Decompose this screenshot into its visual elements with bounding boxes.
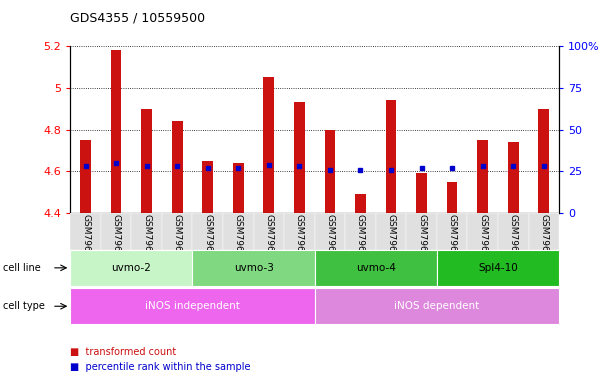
Bar <box>508 142 519 213</box>
Bar <box>294 103 305 213</box>
Text: GSM796420: GSM796420 <box>417 214 426 269</box>
Text: GDS4355 / 10559500: GDS4355 / 10559500 <box>70 12 205 25</box>
Text: GSM796423: GSM796423 <box>509 214 518 269</box>
Text: cell line: cell line <box>3 263 41 273</box>
Bar <box>141 109 152 213</box>
Bar <box>345 213 376 250</box>
Bar <box>111 50 122 213</box>
Bar <box>315 213 345 250</box>
Bar <box>315 288 559 324</box>
Bar <box>223 213 254 250</box>
Bar <box>70 250 192 286</box>
Text: ■  transformed count: ■ transformed count <box>70 347 177 357</box>
Bar <box>192 213 223 250</box>
Text: ■  percentile rank within the sample: ■ percentile rank within the sample <box>70 362 251 372</box>
Bar <box>284 213 315 250</box>
Text: GSM796419: GSM796419 <box>387 214 395 269</box>
Bar <box>263 78 274 213</box>
Text: cell type: cell type <box>3 301 45 311</box>
Text: GSM796431: GSM796431 <box>265 214 273 269</box>
Bar <box>131 213 162 250</box>
Bar <box>447 182 458 213</box>
Text: Spl4-10: Spl4-10 <box>478 263 518 273</box>
Bar <box>80 140 91 213</box>
Text: GSM796417: GSM796417 <box>326 214 334 269</box>
Bar <box>70 213 101 250</box>
Bar <box>233 163 244 213</box>
Text: uvmo-4: uvmo-4 <box>356 263 396 273</box>
Text: GSM796430: GSM796430 <box>234 214 243 269</box>
Text: iNOS dependent: iNOS dependent <box>394 301 480 311</box>
Text: GSM796425: GSM796425 <box>81 214 90 269</box>
Bar <box>477 140 488 213</box>
Bar <box>324 130 335 213</box>
Text: GSM796421: GSM796421 <box>448 214 456 269</box>
Text: GSM796424: GSM796424 <box>540 214 548 269</box>
Text: uvmo-3: uvmo-3 <box>233 263 274 273</box>
Bar <box>529 213 559 250</box>
Text: GSM796422: GSM796422 <box>478 214 487 269</box>
Text: iNOS independent: iNOS independent <box>145 301 240 311</box>
Text: GSM796432: GSM796432 <box>295 214 304 269</box>
Text: GSM796418: GSM796418 <box>356 214 365 269</box>
Text: uvmo-2: uvmo-2 <box>111 263 152 273</box>
Bar <box>355 194 366 213</box>
Bar <box>172 121 183 213</box>
Text: GSM796428: GSM796428 <box>173 214 181 269</box>
Bar <box>162 213 192 250</box>
Bar <box>437 250 559 286</box>
Text: GSM796427: GSM796427 <box>142 214 151 269</box>
Bar <box>498 213 529 250</box>
Bar <box>467 213 498 250</box>
Bar <box>192 250 315 286</box>
Bar <box>437 213 467 250</box>
Bar <box>406 213 437 250</box>
Bar <box>538 109 549 213</box>
Bar <box>254 213 284 250</box>
Bar <box>101 213 131 250</box>
Text: GSM796429: GSM796429 <box>203 214 212 269</box>
Text: GSM796426: GSM796426 <box>112 214 120 269</box>
Bar <box>315 250 437 286</box>
Bar <box>70 288 315 324</box>
Bar <box>386 100 397 213</box>
Bar <box>416 174 427 213</box>
Bar <box>202 161 213 213</box>
Bar <box>376 213 406 250</box>
